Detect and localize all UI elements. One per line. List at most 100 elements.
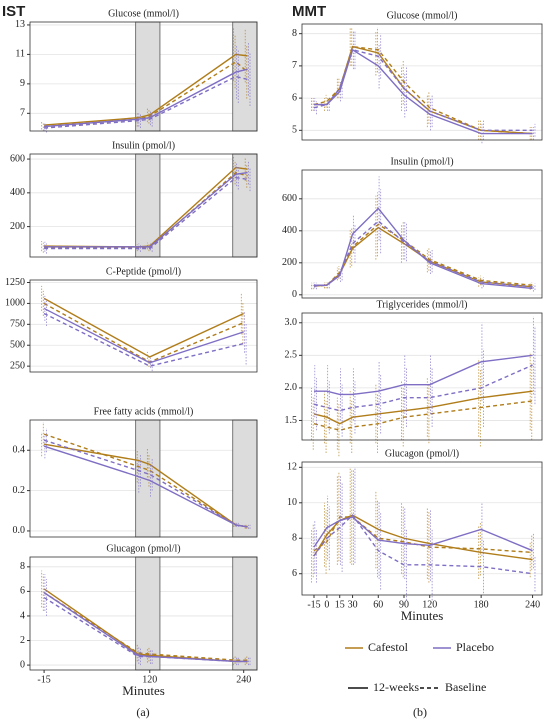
y-tick-label: 8 xyxy=(292,533,297,544)
y-tick-label: 750 xyxy=(10,319,25,330)
plot-area xyxy=(30,280,257,372)
x-tick-label: -15 xyxy=(37,674,50,685)
y-tick-label: 7 xyxy=(20,108,25,119)
series-line xyxy=(44,53,248,126)
plot-area xyxy=(302,24,542,140)
figure-label: IST xyxy=(2,3,25,20)
legend-label: Placebo xyxy=(456,640,494,654)
series-line xyxy=(313,516,533,554)
y-tick-label: 0.4 xyxy=(13,445,26,456)
panel-frame xyxy=(29,279,258,373)
y-tick-label: 10 xyxy=(287,497,297,508)
y-tick-label: 12 xyxy=(287,462,297,473)
x-tick-label: 180 xyxy=(474,599,489,610)
panel-title: Triglycerides (mmol/l) xyxy=(376,299,467,310)
y-tick-label: 0 xyxy=(20,659,25,670)
series-line xyxy=(314,48,533,135)
series-line xyxy=(313,220,533,288)
plot-area xyxy=(302,170,542,298)
legend-label: Cafestol xyxy=(368,640,409,654)
panel-frame xyxy=(301,461,543,596)
x-tick-label: 15 xyxy=(335,599,345,610)
series-line xyxy=(43,307,244,364)
y-tick-label: 6 xyxy=(292,568,297,579)
shaded-band xyxy=(232,419,258,538)
series-line xyxy=(314,354,533,396)
y-tick-label: 1.5 xyxy=(285,415,298,426)
series-line xyxy=(43,592,248,661)
panel-title: C-Peptide (pmol/l) xyxy=(106,266,181,277)
series-line xyxy=(313,364,533,412)
y-tick-label: 200 xyxy=(282,257,297,268)
panel-title: Free fatty acids (mmol/l) xyxy=(94,406,194,417)
series-line xyxy=(313,516,533,552)
panel-frame xyxy=(301,312,543,441)
panel-frame xyxy=(29,21,258,132)
panel-frame xyxy=(29,556,258,671)
panel-title: Insulin (pmol/l) xyxy=(112,140,175,151)
y-tick-label: 8 xyxy=(20,561,25,572)
series-line xyxy=(313,223,533,287)
y-tick-label: 5 xyxy=(292,125,297,136)
panel-title: Insulin (pmol/l) xyxy=(390,156,453,167)
y-tick-label: 400 xyxy=(10,187,25,198)
panel-frame xyxy=(29,419,258,538)
x-tick-label: 240 xyxy=(236,674,251,685)
series-line xyxy=(313,390,533,425)
y-tick-label: 600 xyxy=(10,153,25,164)
series-line xyxy=(44,75,248,129)
series-line xyxy=(313,514,533,575)
series-line xyxy=(43,439,248,528)
series-line xyxy=(44,171,248,248)
y-tick-label: 2.0 xyxy=(285,382,298,393)
y-tick-label: 11 xyxy=(15,49,25,60)
y-tick-label: 1000 xyxy=(5,298,25,309)
shaded-band xyxy=(135,419,161,538)
panel-frame xyxy=(301,169,543,299)
x-tick-label: 240 xyxy=(525,599,540,610)
series-line xyxy=(313,48,533,132)
x-axis-label: Minutes xyxy=(122,683,165,698)
y-tick-label: 8 xyxy=(292,28,297,39)
panel-frame xyxy=(29,153,258,258)
y-tick-label: 6 xyxy=(20,586,25,597)
series-line xyxy=(313,400,533,431)
series-line xyxy=(43,596,248,663)
y-tick-label: 3.0 xyxy=(285,317,298,328)
y-tick-label: 0.0 xyxy=(13,525,26,536)
y-tick-label: 500 xyxy=(10,340,25,351)
panel-title: Glucagon (pmol/l) xyxy=(385,448,459,459)
panel-title: Glucagon (pmol/l) xyxy=(106,543,180,554)
series-line xyxy=(43,445,248,528)
panel-frame xyxy=(301,23,543,141)
panel-title: Glucose (mmol/l) xyxy=(108,8,179,19)
series-line xyxy=(313,45,533,135)
x-tick-label: 0 xyxy=(324,599,329,610)
y-tick-label: 0.2 xyxy=(13,485,26,496)
series-line xyxy=(314,207,533,290)
x-tick-label: 120 xyxy=(422,599,437,610)
y-tick-label: 2 xyxy=(20,635,25,646)
y-tick-label: 200 xyxy=(10,221,25,232)
legend-label: 12-weeks xyxy=(373,680,419,694)
y-tick-label: 4 xyxy=(20,610,25,621)
shaded-band xyxy=(232,556,258,671)
panel-title: Glucose (mmol/l) xyxy=(387,10,458,21)
series-line xyxy=(43,297,244,358)
y-tick-label: 6 xyxy=(292,92,297,103)
y-tick-label: 400 xyxy=(282,225,297,236)
plot-area xyxy=(302,313,542,440)
series-line xyxy=(313,514,533,561)
shaded-band xyxy=(135,556,161,671)
y-tick-label: 0 xyxy=(292,289,297,300)
series-line xyxy=(44,68,248,128)
x-tick-label: -15 xyxy=(307,599,320,610)
x-tick-label: 90 xyxy=(399,599,409,610)
figure-label: MMT xyxy=(292,3,326,20)
x-tick-label: 60 xyxy=(373,599,383,610)
y-tick-label: 1250 xyxy=(5,277,25,288)
y-tick-label: 600 xyxy=(282,193,297,204)
series-line xyxy=(44,176,248,250)
caption: (a) xyxy=(136,705,149,719)
